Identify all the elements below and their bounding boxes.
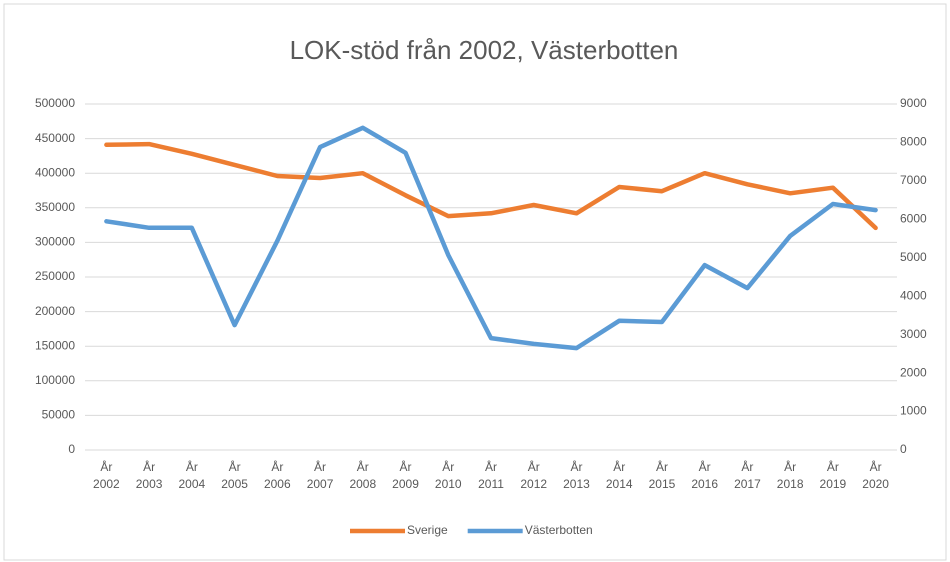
y-tick-label: 100000 xyxy=(35,373,75,387)
x-tick-label: År 2002 xyxy=(93,459,120,491)
legend-label: Sverige xyxy=(407,523,448,537)
y-tick-label: 400000 xyxy=(35,165,75,179)
x-tick-label: År 2014 xyxy=(606,459,633,491)
x-tick-label: År 2006 xyxy=(264,459,291,491)
x-tick-label: År 2020 xyxy=(862,459,889,491)
x-tick-label: År 2015 xyxy=(649,459,676,491)
x-tick-label: År 2010 xyxy=(435,459,462,491)
y2-tick-label: 2000 xyxy=(900,365,927,379)
x-tick-label: År 2018 xyxy=(777,459,804,491)
y2-tick-label: 5000 xyxy=(900,250,927,264)
x-tick-label: År 2016 xyxy=(691,459,718,491)
x-tick-label: År 2009 xyxy=(392,459,419,491)
y-tick-label: 0 xyxy=(68,442,75,456)
y-tick-label: 300000 xyxy=(35,235,75,249)
legend-label: Västerbotten xyxy=(525,523,593,537)
y-tick-label: 250000 xyxy=(35,269,75,283)
y-tick-label: 50000 xyxy=(42,408,76,422)
y-tick-label: 500000 xyxy=(35,96,75,110)
y-tick-label: 350000 xyxy=(35,200,75,214)
y2-tick-label: 1000 xyxy=(900,404,927,418)
y-tick-label: 150000 xyxy=(35,338,75,352)
x-tick-label: År 2005 xyxy=(221,459,248,491)
y2-tick-label: 6000 xyxy=(900,212,927,226)
y2-tick-label: 3000 xyxy=(900,327,927,341)
chart-title: LOK-stöd från 2002, Västerbotten xyxy=(290,35,679,65)
y2-tick-label: 9000 xyxy=(900,96,927,110)
y2-tick-label: 8000 xyxy=(900,135,927,149)
x-tick-label: År 2004 xyxy=(178,459,205,491)
y2-tick-label: 4000 xyxy=(900,288,927,302)
y-tick-label: 200000 xyxy=(35,304,75,318)
x-tick-label: År 2011 xyxy=(478,459,504,491)
y2-tick-label: 7000 xyxy=(900,173,927,187)
series-line xyxy=(104,141,878,231)
x-tick-label: År 2017 xyxy=(734,459,761,491)
y-tick-label: 450000 xyxy=(35,131,75,145)
x-tick-label: År 2013 xyxy=(563,459,590,491)
x-tick-label: År 2003 xyxy=(136,459,163,491)
y2-tick-label: 0 xyxy=(900,442,907,456)
chart-frame xyxy=(3,3,947,561)
x-tick-label: År 2008 xyxy=(349,459,376,491)
x-tick-label: År 2007 xyxy=(307,459,334,491)
x-tick-label: År 2019 xyxy=(820,459,847,491)
x-tick-label: År 2012 xyxy=(520,459,547,491)
series-line xyxy=(104,125,878,351)
